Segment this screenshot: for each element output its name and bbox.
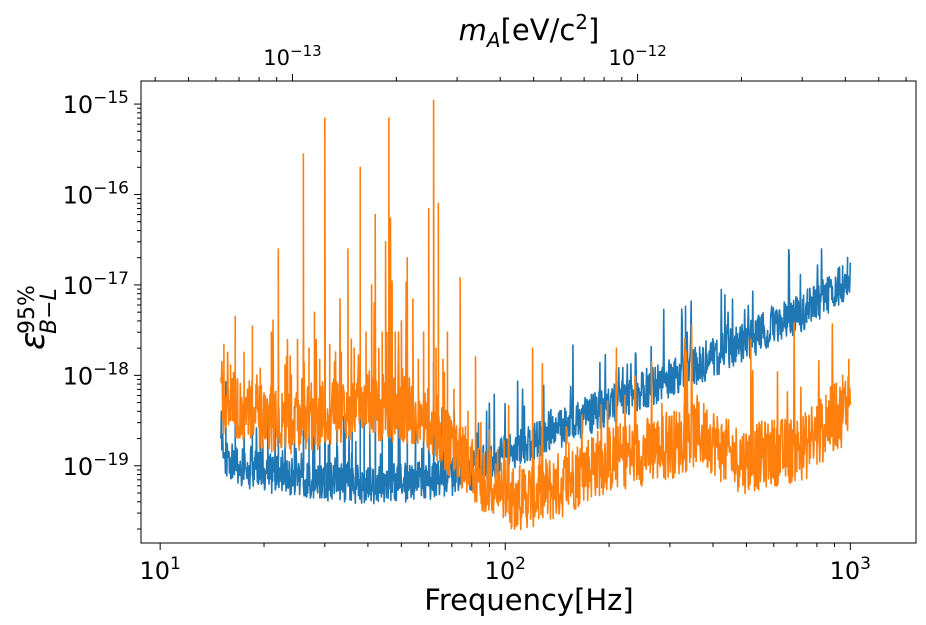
y-tick-label: 10−19 xyxy=(63,450,129,481)
x-tick-label: 101 xyxy=(139,554,180,585)
y-tick-label: 10−16 xyxy=(63,179,129,210)
x-tick-label: 102 xyxy=(485,554,526,585)
series-1-line xyxy=(220,248,852,505)
y-tick-label: 10−17 xyxy=(63,269,129,300)
series-2-line xyxy=(220,99,852,531)
x-axis-label: Frequency[Hz] xyxy=(424,583,633,617)
y-tick-label: 10−18 xyxy=(63,359,129,390)
top-tick-label: 10−12 xyxy=(608,42,666,70)
x-tick-label: 103 xyxy=(830,554,871,585)
top-axis-label-sub: A xyxy=(485,28,501,52)
top-tick-label: 10−13 xyxy=(263,42,321,70)
y-axis-label-sub: B−L xyxy=(37,288,62,334)
series-2 xyxy=(220,99,852,531)
top-axis-label: mA[eV/c2] xyxy=(459,10,600,52)
top-axis-label-unit: [eV/c xyxy=(501,13,576,47)
series-1 xyxy=(220,248,852,505)
y-axis-label-main: ε xyxy=(13,332,53,350)
axes-layer: 101 102 103 10−19 10−18 10−17 10−16 10−15 10−13 1… xyxy=(63,42,907,585)
top-axis-label-pow: 2 xyxy=(575,10,588,34)
y-axis-label: ε 95% B−L xyxy=(13,285,62,350)
top-axis-label-close: ] xyxy=(588,13,599,47)
y-tick-label: 10−15 xyxy=(63,88,129,119)
data-layer xyxy=(220,99,852,531)
top-axis-label-m: m xyxy=(459,13,487,47)
y-axis-label-sup: 95% xyxy=(15,285,40,334)
